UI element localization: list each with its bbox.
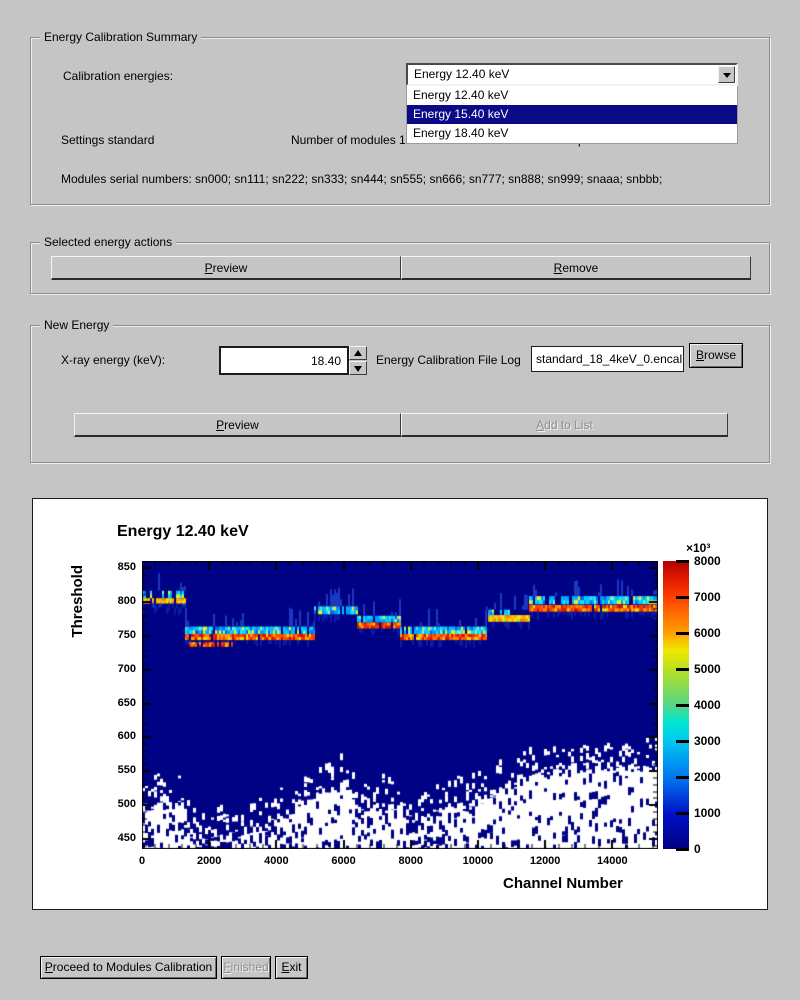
colorbar-tick [676,704,689,707]
proceed-to-modules-calibration-button[interactable]: Proceed to Modules Calibration [40,956,217,979]
colorbar-tick [676,812,689,815]
x-tick-label: 6000 [331,855,356,867]
arrow-down-icon [354,366,362,372]
spin-up-button[interactable] [349,346,367,360]
heatmap-canvas [142,561,658,849]
dropdown-option[interactable]: Energy 12.40 keV [407,86,737,105]
preview-selected-button[interactable]: Preview [51,256,401,280]
y-tick-label: 700 [117,662,136,675]
colorbar-tick [676,668,689,671]
preview-new-button[interactable]: Preview [74,413,401,437]
colorbar-tick-label: 5000 [694,662,721,676]
file-log-input[interactable]: standard_18_4keV_0.encal [531,346,684,372]
modules-serial-numbers-label: Modules serial numbers: sn000; sn111; sn… [61,172,663,186]
y-tick-label: 600 [117,730,136,743]
colorbar-tick-label: 4000 [694,698,721,712]
new-energy-group: New Energy X-ray energy (keV): Energy Ca… [30,318,770,463]
y-tick-label: 550 [117,764,136,777]
dropdown-option[interactable]: Energy 18.40 keV [407,124,737,143]
colorbar-tick-label: 8000 [694,554,721,568]
calibration-energies-label: Calibration energies: [63,69,174,83]
dropdown-option[interactable]: Energy 15.40 keV [407,105,737,124]
combobox-selected-value: Energy 12.40 keV [414,67,510,81]
xray-energy-input[interactable] [219,346,349,375]
browse-button[interactable]: Browse [689,343,743,368]
plot-panel: Energy 12.40 keV Threshold Channel Numbe… [32,498,768,910]
y-axis-label: Threshold [69,565,86,638]
colorbar-tick [676,560,689,563]
colorbar-tick [676,848,689,851]
x-tick-label: 2000 [196,855,222,867]
add-to-list-button[interactable]: Add to List [401,413,728,437]
colorbar-tick [676,596,689,599]
remove-button[interactable]: Remove [401,256,751,280]
colorbar-tick-label: 0 [694,842,701,856]
settings-standard-label: Settings standard [61,133,155,147]
calibration-energies-combobox[interactable]: Energy 12.40 keV [406,63,738,86]
arrow-up-icon [354,350,362,356]
y-tick-label: 800 [117,595,136,608]
x-axis-label: Channel Number [503,875,624,892]
x-tick-label: 10000 [462,855,494,867]
xray-energy-label: X-ray energy (keV): [61,353,166,367]
finished-button[interactable]: Finished [221,956,271,979]
y-tick-label: 450 [117,831,136,844]
dropdown-list: Energy 12.40 keV Energy 15.40 keV Energy 1… [406,86,738,144]
exit-button[interactable]: Exit [275,956,308,979]
chevron-down-icon [723,73,731,78]
colorbar-tick-label: 2000 [694,770,721,784]
plot-title: Energy 12.40 keV [117,523,249,540]
number-of-modules-label: Number of modules 12 [291,133,413,147]
y-tick-label: 850 [117,561,136,574]
group-title: New Energy [40,318,114,332]
group-title: Selected energy actions [40,235,177,249]
x-tick-label: 8000 [398,855,423,867]
colorbar-tick-label: 1000 [694,806,721,820]
colorbar-tick-label: 6000 [694,626,721,640]
x-tick-label: 12000 [529,855,561,867]
colorbar-tick [676,740,689,743]
x-tick-label: 0 [138,855,146,867]
colorbar-tick-label: 3000 [694,734,721,748]
x-tick-label: 14000 [597,855,628,867]
colorbar-tick [676,632,689,635]
y-tick-label: 750 [117,629,136,642]
x-tick-label: 4000 [264,855,289,867]
y-tick-label: 650 [117,696,136,709]
energy-calibration-summary-group: Energy Calibration Summary Calibration e… [30,30,770,205]
spin-down-button[interactable] [349,361,367,375]
colorbar-tick [676,776,689,779]
y-tick-label: 500 [117,798,136,811]
colorbar-tick-label: 7000 [694,590,721,604]
colorbar-multiplier-label: ×10³ [686,541,711,555]
group-title: Energy Calibration Summary [40,30,202,44]
file-log-label: Energy Calibration File Log [376,353,521,367]
combobox-dropdown-button[interactable] [718,66,735,83]
selected-energy-actions-group: Selected energy actions Preview Remove [30,235,770,294]
